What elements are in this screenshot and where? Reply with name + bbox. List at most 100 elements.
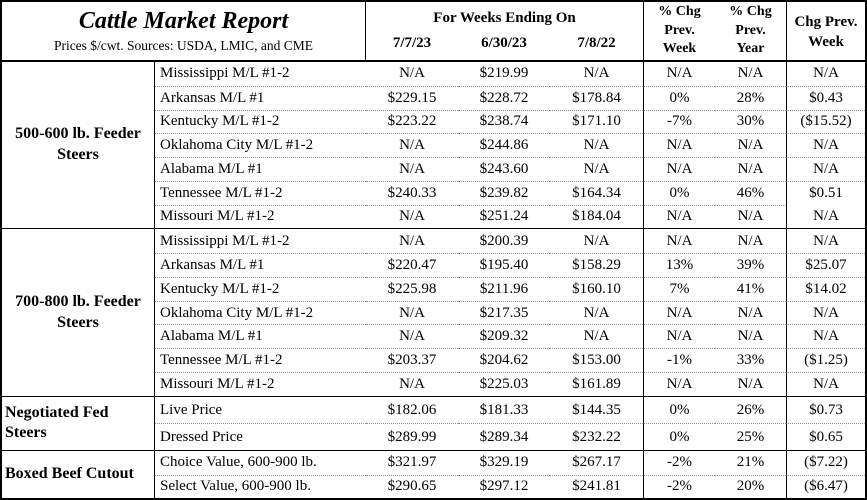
- cell-value: -2%: [643, 451, 715, 475]
- cell-value: $178.84: [550, 85, 643, 110]
- cell-value: $181.33: [479, 401, 529, 418]
- table-row: Tennessee M/L #1-2 $240.33 $239.82 $164.34 0…: [155, 180, 865, 205]
- row-label: Tennessee M/L #1-2: [155, 348, 366, 372]
- cell-value: $243.60: [458, 157, 550, 181]
- cell-value: -1%: [643, 348, 715, 372]
- table-row: Live Price $182.06 $181.33 $144.35 0% 26% $0.7…: [155, 396, 865, 424]
- column-header-chg-prev-week: Chg Prev. Week: [786, 2, 865, 60]
- row-label: Mississippi M/L #1-2: [160, 65, 290, 82]
- table-row: Mississippi M/L #1-2 N/A $200.39 N/A N/A N/A N…: [155, 229, 865, 254]
- row-label: Arkansas M/L #1: [155, 85, 366, 110]
- table-header: Cattle Market Report Prices $/cwt. Sourc…: [2, 2, 865, 62]
- cell-value: 0%: [643, 423, 715, 451]
- table-row: Oklahoma City M/L #1-2 N/A $217.35 N/A N/A N/…: [155, 300, 865, 325]
- row-label: Alabama M/L #1: [155, 324, 366, 348]
- cell-value: N/A: [643, 229, 715, 254]
- cell-value: N/A: [366, 157, 458, 181]
- report-subtitle: Prices $/cwt. Sources: USDA, LMIC, and C…: [53, 37, 314, 53]
- cell-value: N/A: [786, 229, 865, 254]
- cell-value: 0%: [643, 396, 715, 424]
- column-header-date-2: 6/30/23: [481, 35, 527, 51]
- header-line: Chg Prev.: [794, 14, 858, 31]
- header-line: Week: [662, 41, 697, 57]
- cell-value: N/A: [786, 371, 865, 396]
- section-label-line: Steers: [57, 313, 99, 331]
- row-label: Choice Value, 600-900 lb.: [160, 454, 317, 471]
- cell-value: $144.35: [572, 401, 621, 418]
- cell-value: -2%: [643, 474, 715, 498]
- cell-value: N/A: [643, 133, 715, 158]
- section-label-feeder-steers-500-600: 500-600 lb. Feeder Steers: [2, 62, 155, 229]
- cell-value: $225.03: [458, 371, 550, 396]
- cell-value: N/A: [786, 157, 865, 181]
- cell-value: $240.33: [366, 180, 458, 205]
- cell-value: N/A: [715, 300, 786, 325]
- weeks-ending-label: For Weeks Ending On: [433, 10, 576, 26]
- row-label: Tennessee M/L #1-2: [155, 180, 366, 205]
- cell-value: $217.35: [458, 300, 550, 325]
- cell-value: N/A: [550, 157, 643, 181]
- cell-value: $171.10: [550, 109, 643, 134]
- column-header-pct-chg-prev-week: % Chg Prev. Week: [643, 2, 715, 60]
- cell-value: $203.37: [366, 348, 458, 372]
- cell-value: $225.98: [366, 276, 458, 301]
- header-line: Week: [808, 34, 844, 50]
- section-boxed-beef-cutout: Boxed Beef Cutout Choice Value, 600-900 l…: [2, 450, 865, 498]
- cell-value: $209.32: [458, 324, 550, 348]
- cell-value: $219.99: [479, 65, 529, 82]
- cell-value: $297.12: [458, 474, 550, 498]
- cell-value: 30%: [715, 109, 786, 134]
- cell-value: $267.17: [572, 454, 621, 471]
- table-row: Missouri M/L #1-2 N/A $251.24 $184.04 N/A N/A…: [155, 204, 865, 229]
- row-label: Missouri M/L #1-2: [155, 371, 366, 396]
- cell-value: 28%: [715, 85, 786, 110]
- row-label: Oklahoma City M/L #1-2: [155, 300, 366, 325]
- cell-value: $182.06: [387, 401, 437, 418]
- cell-value: $195.40: [458, 253, 550, 277]
- table-row: Missouri M/L #1-2 N/A $225.03 $161.89 N/A N/A…: [155, 371, 865, 396]
- cell-value: N/A: [737, 65, 764, 82]
- section-label-line: Steers: [5, 424, 47, 442]
- cell-value: $0.73: [786, 396, 865, 424]
- row-label: Live Price: [160, 401, 223, 418]
- cell-value: N/A: [643, 324, 715, 349]
- table-row: Select Value, 600-900 lb. $290.65 $297.12 $…: [155, 474, 865, 498]
- cell-value: $289.99: [366, 423, 458, 450]
- header-line: % Chg: [729, 4, 772, 20]
- cell-value: ($15.52): [786, 109, 865, 134]
- cell-value: $204.62: [458, 348, 550, 372]
- cell-value: N/A: [643, 371, 715, 396]
- section-rows: Mississippi M/L #1-2 N/A $219.99 N/A N/A N/A N…: [155, 62, 865, 229]
- cell-value: 39%: [715, 253, 786, 277]
- table-row: Mississippi M/L #1-2 N/A $219.99 N/A N/A N/A N…: [155, 62, 865, 86]
- cell-value: N/A: [399, 232, 425, 249]
- cell-value: ($1.25): [786, 348, 865, 372]
- row-label: Oklahoma City M/L #1-2: [155, 133, 366, 157]
- cell-value: $200.39: [479, 232, 529, 249]
- cell-value: ($7.22): [786, 451, 865, 475]
- cell-value: $228.72: [458, 85, 550, 110]
- cell-value: $0.43: [786, 85, 865, 110]
- cell-value: -7%: [643, 109, 715, 134]
- cell-value: N/A: [583, 65, 610, 82]
- cell-value: $184.04: [550, 204, 643, 229]
- cell-value: N/A: [715, 133, 786, 157]
- row-label: Dressed Price: [155, 423, 366, 450]
- cell-value: $229.15: [366, 85, 458, 110]
- table-row: Arkansas M/L #1 $229.15 $228.72 $178.84 0% 28…: [155, 85, 865, 110]
- cell-value: N/A: [643, 204, 715, 229]
- page-title: Cattle Market Report: [78, 8, 289, 35]
- header-line: Year: [736, 41, 765, 57]
- section-label-line: 500-600 lb. Feeder: [15, 125, 141, 143]
- cell-value: 21%: [736, 454, 765, 471]
- cell-value: $241.81: [550, 474, 643, 498]
- cell-value: 26%: [736, 401, 765, 418]
- cell-value: 13%: [643, 253, 715, 277]
- table-row: Dressed Price $289.99 $289.34 $232.22 0% 25% $…: [155, 423, 865, 451]
- section-label-line: Steers: [57, 146, 99, 164]
- section-label-boxed-beef-cutout: Boxed Beef Cutout: [2, 451, 155, 498]
- cell-value: N/A: [715, 157, 786, 181]
- cell-value: $251.24: [458, 204, 550, 229]
- section-label-line: Boxed Beef Cutout: [5, 465, 134, 483]
